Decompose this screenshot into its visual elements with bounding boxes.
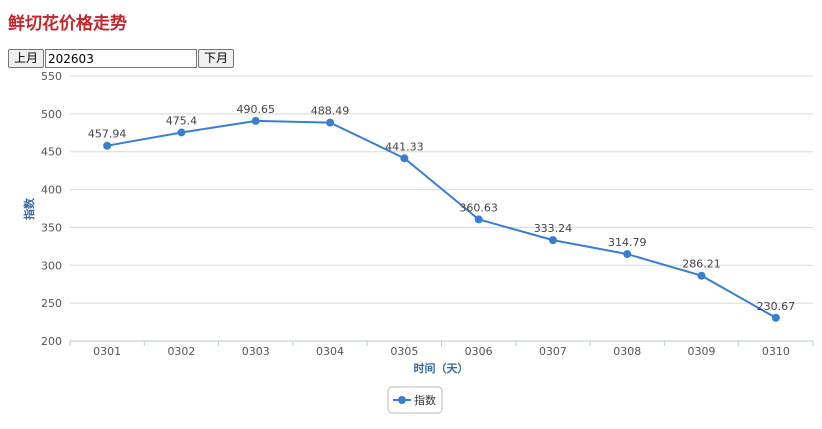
month-input[interactable] bbox=[45, 49, 198, 68]
prev-month-button[interactable]: 上月 bbox=[8, 49, 45, 68]
x-tick-label: 0305 bbox=[390, 345, 418, 358]
y-tick-label: 300 bbox=[41, 259, 62, 272]
legend[interactable]: 指数 bbox=[387, 386, 443, 414]
y-tick-label: 450 bbox=[41, 146, 62, 159]
page-title: 鲜切花价格走势 bbox=[8, 14, 127, 34]
data-label: 360.63 bbox=[459, 201, 498, 214]
legend-label: 指数 bbox=[414, 393, 436, 407]
y-tick-label: 200 bbox=[41, 335, 62, 348]
x-tick-label: 0309 bbox=[688, 345, 716, 358]
series-line bbox=[106, 119, 777, 319]
y-axis-title: 指数 bbox=[22, 197, 36, 220]
data-label: 457.94 bbox=[88, 128, 127, 141]
data-label: 441.33 bbox=[385, 140, 424, 153]
y-tick-label: 550 bbox=[41, 70, 62, 83]
data-label: 314.79 bbox=[608, 236, 647, 249]
x-tick-label: 0307 bbox=[539, 345, 567, 358]
data-point bbox=[771, 313, 780, 322]
axes: 200 250 300 350 400 450 500 550 0301 0302 0303 0304… bbox=[41, 70, 814, 358]
x-tick-label: 0303 bbox=[242, 345, 270, 358]
legend-marker-dot bbox=[398, 396, 406, 404]
x-tick-label: 0304 bbox=[316, 345, 344, 358]
x-tick-label: 0301 bbox=[93, 345, 121, 358]
data-point bbox=[623, 250, 632, 259]
x-axis-title: 时间（天） bbox=[414, 361, 469, 375]
series-line-group: 457.94 475.4 490.65 488.49 441.33 360.63 333.2… bbox=[88, 103, 795, 322]
data-label: 490.65 bbox=[237, 103, 276, 116]
data-label: 475.4 bbox=[166, 114, 198, 127]
data-point bbox=[697, 271, 706, 280]
y-tick-label: 500 bbox=[41, 108, 62, 121]
month-controls: 上月 下月 bbox=[8, 49, 235, 68]
data-point bbox=[103, 141, 112, 150]
y-tick-label: 350 bbox=[41, 221, 62, 234]
x-tick-label: 0306 bbox=[465, 345, 493, 358]
x-tick-label: 0310 bbox=[762, 345, 790, 358]
data-label: 488.49 bbox=[311, 105, 350, 118]
x-tick-label: 0308 bbox=[613, 345, 641, 358]
data-label: 333.24 bbox=[534, 222, 573, 235]
x-tick-label: 0302 bbox=[167, 345, 195, 358]
data-point bbox=[326, 118, 335, 127]
data-label: 286.21 bbox=[682, 258, 721, 271]
data-point bbox=[400, 154, 409, 163]
data-point bbox=[548, 236, 557, 245]
data-label: 230.67 bbox=[757, 300, 796, 313]
data-point bbox=[474, 215, 483, 224]
y-tick-label: 250 bbox=[41, 297, 62, 310]
data-point bbox=[177, 128, 186, 137]
y-tick-label: 400 bbox=[41, 184, 62, 197]
data-point bbox=[251, 116, 260, 125]
next-month-button[interactable]: 下月 bbox=[198, 49, 235, 68]
